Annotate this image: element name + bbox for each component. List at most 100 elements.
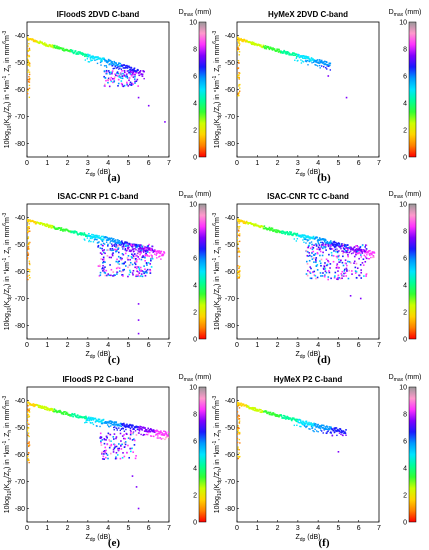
scatter-point (241, 38, 244, 41)
scatter-point (120, 440, 122, 442)
scatter-point (238, 449, 240, 451)
scatter-point (113, 438, 115, 440)
scatter-markers (27, 218, 166, 335)
scatter-point (237, 74, 239, 77)
scatter-point (306, 240, 309, 242)
scatter-point (342, 247, 345, 249)
scatter-point (237, 430, 239, 432)
scatter-point (130, 255, 133, 258)
scatter-point (93, 239, 96, 241)
scatter-point (295, 233, 297, 235)
scatter-point (27, 434, 29, 436)
scatter-point (237, 264, 239, 267)
y-tick-label: -40 (15, 33, 25, 40)
scatter-point (104, 261, 106, 263)
x-tick-label: 5 (126, 160, 130, 167)
scatter-point (112, 64, 114, 67)
scatter-point (237, 49, 239, 52)
scatter-point (337, 244, 339, 247)
scatter-point (299, 234, 302, 237)
scatter-point (120, 241, 122, 243)
scatter-point (254, 408, 257, 411)
colorbar-tick-label: 2 (193, 310, 197, 317)
scatter-point (117, 72, 120, 75)
scatter-point (342, 243, 344, 246)
scatter-point (28, 223, 30, 225)
scatter-point (115, 457, 118, 460)
scatter-point (307, 423, 309, 426)
scatter-point (158, 251, 160, 254)
scatter-point (117, 423, 120, 426)
scatter-point (337, 274, 340, 277)
scatter-point (305, 420, 308, 423)
scatter-point (316, 276, 319, 279)
scatter-point (311, 59, 314, 61)
scatter-point (141, 245, 143, 248)
scatter-point (323, 239, 326, 241)
scatter-point (116, 273, 118, 275)
scatter-point (302, 61, 305, 63)
scatter-point (98, 418, 101, 421)
scatter-point (134, 70, 136, 73)
scatter-point (137, 266, 140, 269)
scatter-point (125, 245, 127, 248)
scatter-point (238, 90, 241, 92)
scatter-point (320, 258, 323, 261)
scatter-point (238, 54, 240, 56)
scatter-point (115, 456, 117, 459)
scatter-point (135, 246, 138, 249)
scatter-point (355, 262, 358, 265)
scatter-point (113, 429, 115, 431)
scatter-point (111, 71, 113, 74)
scatter-point (319, 427, 321, 429)
scatter-point (291, 52, 294, 54)
scatter-point (354, 266, 357, 269)
scatter-point (105, 79, 107, 82)
scatter-point (92, 55, 95, 58)
scatter-point (296, 232, 299, 235)
scatter-point (27, 430, 29, 432)
scatter-point (51, 408, 54, 410)
scatter-point (132, 243, 135, 246)
scatter-point (113, 67, 115, 70)
scatter-point (368, 250, 370, 252)
scatter-point (49, 224, 51, 227)
scatter-point (316, 239, 319, 242)
scatter-point (141, 247, 144, 249)
scatter-point (307, 64, 309, 66)
scatter-point (116, 75, 119, 77)
scatter-point (318, 244, 321, 247)
scatter-point (271, 227, 274, 230)
scatter-point (110, 420, 113, 423)
scatter-point (116, 65, 119, 67)
scatter-point (77, 416, 80, 419)
scatter-point (319, 254, 321, 257)
scatter-point (275, 415, 278, 417)
scatter-point (252, 409, 255, 411)
scatter-point (95, 236, 98, 238)
scatter-point (78, 51, 81, 53)
scatter-point (62, 230, 64, 232)
scatter-point (336, 430, 338, 433)
scatter-point (137, 69, 139, 71)
scatter-point (35, 40, 38, 42)
scatter-point (300, 59, 302, 61)
x-tick-label: 2 (276, 160, 280, 167)
scatter-point (311, 252, 313, 254)
scatter-point (110, 422, 112, 425)
scatter-point (133, 68, 135, 70)
scatter-point (365, 256, 367, 258)
scatter-point (116, 427, 118, 430)
scatter-point (143, 430, 146, 432)
scatter-point (125, 426, 127, 428)
scatter-point (360, 256, 362, 258)
scatter-point (112, 424, 115, 426)
scatter-point (344, 272, 347, 274)
scatter-point (143, 272, 145, 275)
scatter-point (250, 407, 252, 409)
scatter-point (335, 245, 337, 248)
scatter-point (121, 257, 123, 260)
scatter-point (162, 253, 165, 256)
scatter-point (144, 246, 146, 248)
